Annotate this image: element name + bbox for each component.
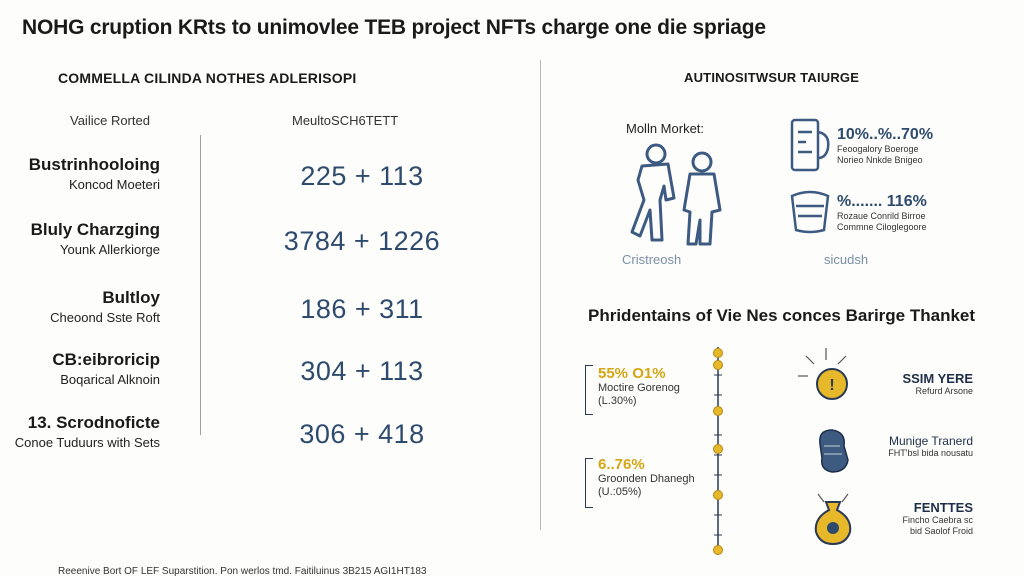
- table-row: 13. Scrodnoficte Conoe Tuduurs with Sets…: [0, 413, 500, 469]
- hand-fist-icon: [819, 429, 849, 473]
- bracket-decoration: [585, 458, 593, 508]
- row-name: Bluly Charzging: [30, 220, 160, 239]
- figure-caption-right: sicudsh: [824, 252, 869, 267]
- stat-percent: 55% O1%: [598, 365, 666, 382]
- stat-block: 55% O1% Moctire Gorenog (L.30%): [598, 365, 680, 408]
- feature-heading: Munige Tranerd: [888, 434, 973, 448]
- stat-block: 6..76% Groonden Dhanegh (U.:05%): [598, 456, 695, 499]
- right-top-title: AUTINOSITWSUR TAIURGE: [684, 70, 860, 85]
- stat-block: 10%..%..70% Feoogalory Boeroge Norieo Nn…: [837, 126, 933, 166]
- row-value: 186 + 311: [300, 294, 424, 324]
- svg-text:!: !: [829, 377, 834, 394]
- row-name: 13. Scrodnoficte: [27, 413, 160, 432]
- feature-heading: SSIM YERE: [902, 371, 973, 386]
- stat-line: (U.:05%): [598, 486, 642, 498]
- stat-line: Groonden Dhanegh: [598, 473, 695, 485]
- stat-line: (L.30%): [598, 395, 637, 407]
- right-bottom-title: Phridentains of Vie Nes conces Barirge T…: [588, 306, 976, 325]
- feature-heading: FENTTES: [913, 500, 973, 515]
- column-header-metric: MeultoSCH6TETT: [292, 113, 399, 128]
- page-title: NOHG cruption KRts to unimovlee TEB proj…: [22, 16, 766, 39]
- table-row: Bustrinhooloing Koncod Moeteri 225 + 113: [0, 155, 500, 211]
- row-name: CB:eibroricip: [52, 350, 160, 369]
- row-value: 304 + 113: [300, 356, 424, 386]
- feature-line: bid Saolof Froid: [909, 526, 973, 536]
- money-bag-icon: [814, 493, 852, 546]
- figure-caption-left: Cristreosh: [622, 252, 682, 267]
- row-subtitle: Cheoond Sste Roft: [50, 310, 160, 325]
- stat-block: %....... 116% Rozaue Conrild Birroe Comm…: [837, 193, 927, 233]
- feature-block: SSIM YERE Refurd Arsone: [855, 371, 973, 397]
- feature-block: FENTTES Fincho Caebra sc bid Saolof Froi…: [855, 500, 973, 537]
- stat-percent: 6..76%: [598, 456, 645, 473]
- row-subtitle: Conoe Tuduurs with Sets: [14, 435, 160, 450]
- feature-line: FHT'bsl bida nousatu: [888, 448, 973, 458]
- feature-line: Fincho Caebra sc: [902, 515, 973, 525]
- row-name: Bustrinhooloing: [28, 155, 160, 174]
- left-panel-subtitle: COMMELLA CILINDA NOTHES ADLERISOPI: [58, 70, 357, 86]
- feature-line: Refurd Arsone: [915, 386, 973, 396]
- stat-line: Rozaue Conrild Birroe: [837, 211, 926, 221]
- bracket-decoration: [585, 365, 593, 415]
- people-figures-icon: [630, 143, 722, 246]
- row-subtitle: Koncod Moeteri: [68, 177, 160, 192]
- row-value: 3784 + 1226: [283, 226, 441, 256]
- sun-coin-icon: !: [798, 348, 848, 400]
- panel-divider: [540, 60, 541, 530]
- column-divider: [200, 135, 201, 435]
- row-name: Bultloy: [102, 288, 160, 307]
- row-subtitle: Younk Allerkiorge: [60, 242, 160, 257]
- stat-line: Feoogalory Boeroge: [837, 144, 919, 154]
- row-value: 225 + 113: [300, 161, 424, 191]
- stat-percent: %....... 116%: [837, 193, 927, 210]
- column-header-value: Vailice Rorted: [70, 113, 150, 128]
- stat-percent: 10%..%..70%: [837, 126, 934, 143]
- table-row: Bultloy Cheoond Sste Roft 186 + 311: [0, 288, 500, 344]
- basket-icon: [790, 190, 830, 234]
- jar-icon: [790, 118, 830, 172]
- row-value: 306 + 418: [299, 419, 425, 449]
- stat-line: Moctire Gorenog: [598, 382, 680, 394]
- table-row: Bluly Charzging Younk Allerkiorge 3784 +…: [0, 220, 500, 276]
- stat-line: Norieo Nnkde Bnigeo: [837, 155, 923, 165]
- market-label: Molln Morket:: [626, 121, 705, 136]
- stat-line: Commne Ciloglegoore: [837, 222, 927, 232]
- table-row: CB:eibroricip Boqarical Alknoin 304 + 11…: [0, 350, 500, 406]
- row-subtitle: Boqarical Alknoin: [60, 372, 160, 387]
- timeline-ruler: [713, 347, 723, 555]
- feature-block: Munige Tranerd FHT'bsl bida nousatu: [855, 434, 973, 459]
- footer-text: Reeenive Bort OF LEF Suparstition. Pon w…: [58, 566, 427, 576]
